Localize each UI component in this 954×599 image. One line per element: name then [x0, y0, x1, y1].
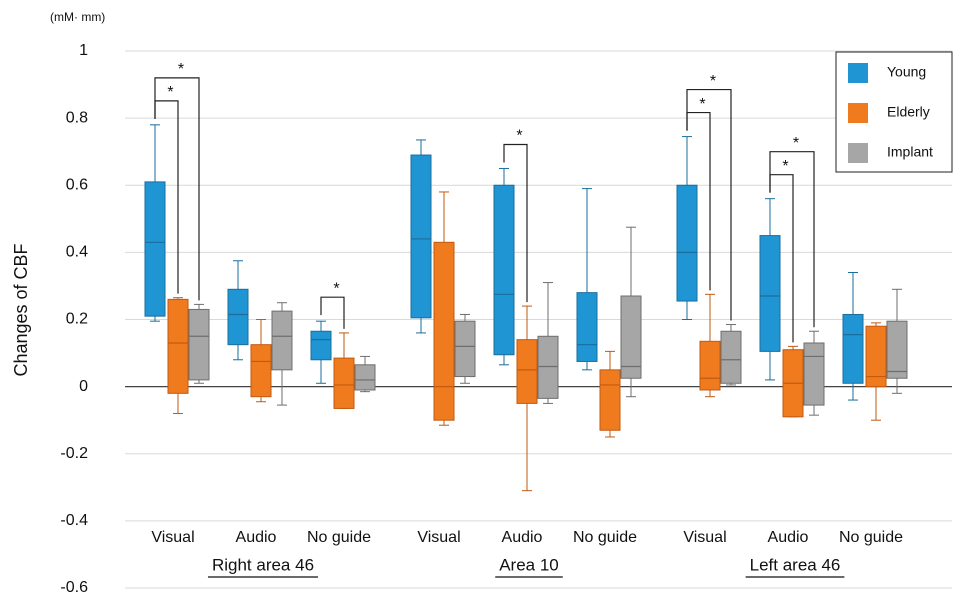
- box: [676, 184, 698, 302]
- box: [227, 288, 249, 346]
- legend-swatch: [848, 63, 868, 83]
- significance-label: *: [699, 96, 705, 113]
- group-label: Right area 46: [212, 555, 314, 574]
- y-tick-label: -0.2: [60, 445, 88, 462]
- box: [433, 241, 455, 421]
- x-tick-label: Visual: [417, 529, 460, 546]
- significance-bracket: [154, 77, 200, 301]
- legend-swatch: [848, 103, 868, 123]
- y-axis-title: Changes of CBF: [11, 243, 31, 376]
- box: [516, 339, 538, 404]
- significance-label: *: [516, 128, 522, 145]
- box: [803, 342, 825, 406]
- box: [271, 310, 293, 371]
- significance-label: *: [167, 84, 173, 101]
- significance-bracket: [503, 143, 528, 303]
- box: [759, 235, 781, 352]
- box: [865, 325, 887, 388]
- box: [620, 295, 642, 379]
- box: [188, 308, 210, 381]
- box: [537, 335, 559, 399]
- significance-label: *: [793, 135, 799, 152]
- box: [310, 330, 332, 361]
- x-tick-label: Audio: [236, 529, 277, 546]
- x-tick-label: Visual: [151, 529, 194, 546]
- box: [333, 357, 355, 409]
- box: [250, 344, 272, 398]
- box: [720, 330, 742, 384]
- significance-label: *: [333, 280, 339, 297]
- x-tick-label: No guide: [573, 529, 637, 546]
- box: [599, 369, 621, 431]
- box: [354, 364, 376, 391]
- x-tick-label: No guide: [839, 529, 903, 546]
- significance-label: *: [782, 158, 788, 175]
- box: [842, 313, 864, 384]
- x-tick-label: No guide: [307, 529, 371, 546]
- legend-label: Young: [887, 64, 926, 80]
- significance-label: *: [710, 73, 716, 90]
- x-tick-label: Audio: [502, 529, 543, 546]
- box: [886, 320, 908, 379]
- box: [144, 181, 166, 317]
- box: [167, 298, 189, 394]
- box: [576, 292, 598, 362]
- y-tick-label: 0.6: [66, 176, 88, 193]
- box: [410, 154, 432, 319]
- y-tick-label: 0.8: [66, 109, 88, 126]
- box: [454, 320, 476, 378]
- y-tick-label: 0.4: [66, 244, 88, 261]
- x-tick-label: Visual: [683, 529, 726, 546]
- legend-swatch: [848, 143, 868, 163]
- y-tick-label: 0.2: [66, 311, 88, 328]
- x-tick-label: Audio: [768, 529, 809, 546]
- box: [493, 184, 515, 356]
- y-tick-label: -0.6: [60, 579, 88, 596]
- significance-bracket: [686, 88, 732, 321]
- y-tick-label: -0.4: [60, 512, 88, 529]
- legend-label: Elderly: [887, 104, 930, 120]
- group-label: Left area 46: [750, 555, 841, 574]
- significance-label: *: [178, 61, 184, 78]
- legend-label: Implant: [887, 144, 933, 160]
- unit-label: (mM· mm): [50, 10, 105, 24]
- significance-bracket: [320, 296, 345, 329]
- y-tick-label: 1: [79, 42, 88, 59]
- group-label: Area 10: [499, 555, 559, 574]
- significance-bracket: [769, 151, 815, 328]
- box: [699, 340, 721, 391]
- y-tick-label: 0: [79, 378, 88, 395]
